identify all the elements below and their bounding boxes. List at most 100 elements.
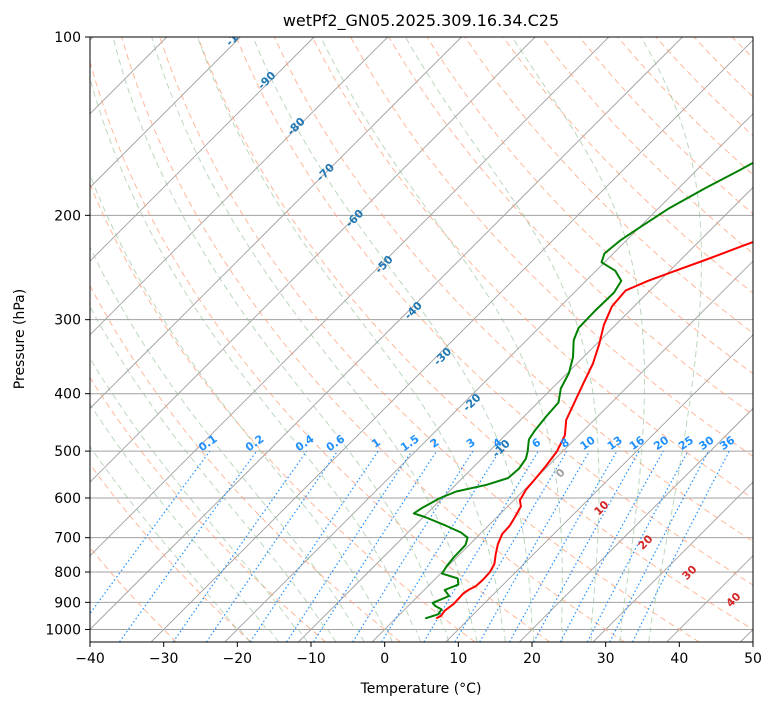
- dry-adiabat-line: [90, 60, 551, 642]
- y-tick-label: 400: [54, 387, 81, 403]
- mixing-ratio-line: [172, 450, 308, 642]
- isotherm-line: [371, 260, 753, 642]
- isotherm-line: [740, 628, 753, 642]
- moist-adiabat-line: [90, 76, 421, 642]
- dry-adiabat-line: [655, 37, 753, 137]
- dry-adiabat-line: [541, 37, 753, 254]
- mixing-ratio-line: [205, 450, 338, 642]
- moist-adiabat-line: [90, 305, 337, 642]
- mixing-ratio-line: [90, 450, 211, 615]
- y-tick-label: 200: [54, 208, 81, 224]
- moist-adiabat-line: [112, 37, 450, 642]
- mixing-ratio-label: 3: [464, 436, 478, 451]
- dry-adiabat-line: [197, 37, 753, 630]
- dry-adiabat-line: [235, 37, 753, 586]
- dry-adiabat-line: [90, 182, 476, 642]
- moist-adiabat-line: [90, 357, 308, 642]
- mixing-ratio-line: [119, 450, 258, 642]
- dry-adiabat-line: [770, 37, 775, 642]
- mixing-ratio-line: [632, 450, 730, 642]
- isotherm-line: [90, 37, 683, 631]
- dry-adiabat-line: [693, 37, 753, 98]
- dry-adiabat-line: [121, 37, 625, 642]
- y-tick-label: 500: [54, 444, 81, 460]
- y-tick-label: 1000: [45, 622, 81, 638]
- moist-adiabat-line: [640, 37, 702, 642]
- mixing-ratio-label: 8: [558, 436, 572, 451]
- mixing-ratio-label: 30: [696, 433, 716, 453]
- dry-adiabat-line: [159, 37, 700, 642]
- dewpoint-profile-line: [412, 161, 753, 620]
- grid-layer: [90, 37, 775, 642]
- temperature-profile-line: [435, 241, 753, 620]
- moist-adiabat-line: [90, 445, 251, 642]
- y-tick-label: 900: [54, 595, 81, 611]
- series-layer: [412, 161, 753, 620]
- dry-adiabat-line: [350, 37, 753, 458]
- x-tick-label: −20: [223, 651, 253, 667]
- x-tick-label: −30: [149, 651, 179, 667]
- y-tick-label: 800: [54, 565, 81, 581]
- mixing-ratio-line: [312, 450, 438, 642]
- isotherm-line: [90, 37, 389, 336]
- theta-label: -80: [285, 115, 308, 138]
- mixing-ratio-label: 13: [605, 434, 625, 453]
- dry-adiabat-line: [464, 37, 753, 334]
- mixing-ratio-line: [533, 450, 640, 642]
- dry-adiabat-line: [90, 284, 401, 642]
- y-tick-label: 100: [54, 30, 81, 46]
- theta-label: -100: [223, 20, 252, 49]
- moist-adiabat-line: [90, 245, 365, 642]
- moist-adiabat-line: [405, 37, 600, 642]
- x-tick-label: 50: [744, 651, 762, 667]
- mixing-ratio-line: [509, 450, 618, 642]
- x-tick-label: −40: [75, 651, 105, 667]
- moist-adiabat-line: [90, 173, 393, 642]
- mixing-ratio-line: [286, 450, 413, 642]
- dry-adiabat-line: [273, 37, 753, 543]
- dry-adiabat-line: [90, 376, 327, 642]
- mixing-ratio-label: 20: [651, 433, 671, 453]
- x-tick-label: −10: [296, 651, 326, 667]
- theta-label: -50: [372, 253, 395, 276]
- plot-frame: [89, 36, 754, 643]
- theta-label: 40: [724, 590, 744, 610]
- mixing-ratio-label: 16: [627, 433, 647, 453]
- isotherm-line: [90, 37, 241, 189]
- mixing-ratio-label: 36: [717, 433, 737, 453]
- x-tick-label: 0: [380, 651, 389, 667]
- dry-adiabat-line: [311, 37, 753, 500]
- isotherm-line: [90, 37, 315, 262]
- y-tick-label: 600: [54, 491, 81, 507]
- isotherm-line: [90, 37, 610, 557]
- mixing-ratio-line: [423, 450, 539, 642]
- x-tick-label: 10: [449, 651, 467, 667]
- isotherm-line: [90, 37, 462, 410]
- dry-adiabat-line: [502, 37, 753, 294]
- theta-label: -20: [460, 391, 483, 414]
- mixing-ratio-label: 10: [578, 433, 598, 453]
- moist-adiabat-line: [320, 37, 564, 642]
- isotherm-line: [150, 39, 753, 642]
- x-axis: −40 −30 −20 −10 0 10 20 30 40 50: [75, 642, 762, 667]
- isotherm-line: [592, 481, 753, 642]
- mixing-ratio-label: 25: [676, 434, 696, 453]
- x-tick-label: 40: [670, 651, 688, 667]
- mixing-ratio-line: [559, 450, 664, 642]
- theta-label: -60: [343, 207, 366, 230]
- moist-adiabat-line: [252, 37, 535, 642]
- mixing-ratio-label: 6: [529, 436, 543, 451]
- theta-label: 20: [636, 532, 656, 552]
- isotherm-line: [519, 407, 753, 642]
- y-tick-label: 700: [54, 531, 81, 547]
- theta-label: 30: [680, 563, 700, 583]
- theta-label: -90: [255, 69, 278, 92]
- mixing-ratio-line: [352, 450, 474, 642]
- dry-adiabat-line: [90, 463, 252, 642]
- theta-label: 10: [592, 498, 612, 518]
- chart-title: wetPf2_GN05.2025.309.16.34.C25: [283, 11, 559, 31]
- theta-label: -40: [402, 299, 425, 322]
- moist-adiabat-line: [511, 37, 645, 642]
- isotherm-line: [90, 37, 536, 483]
